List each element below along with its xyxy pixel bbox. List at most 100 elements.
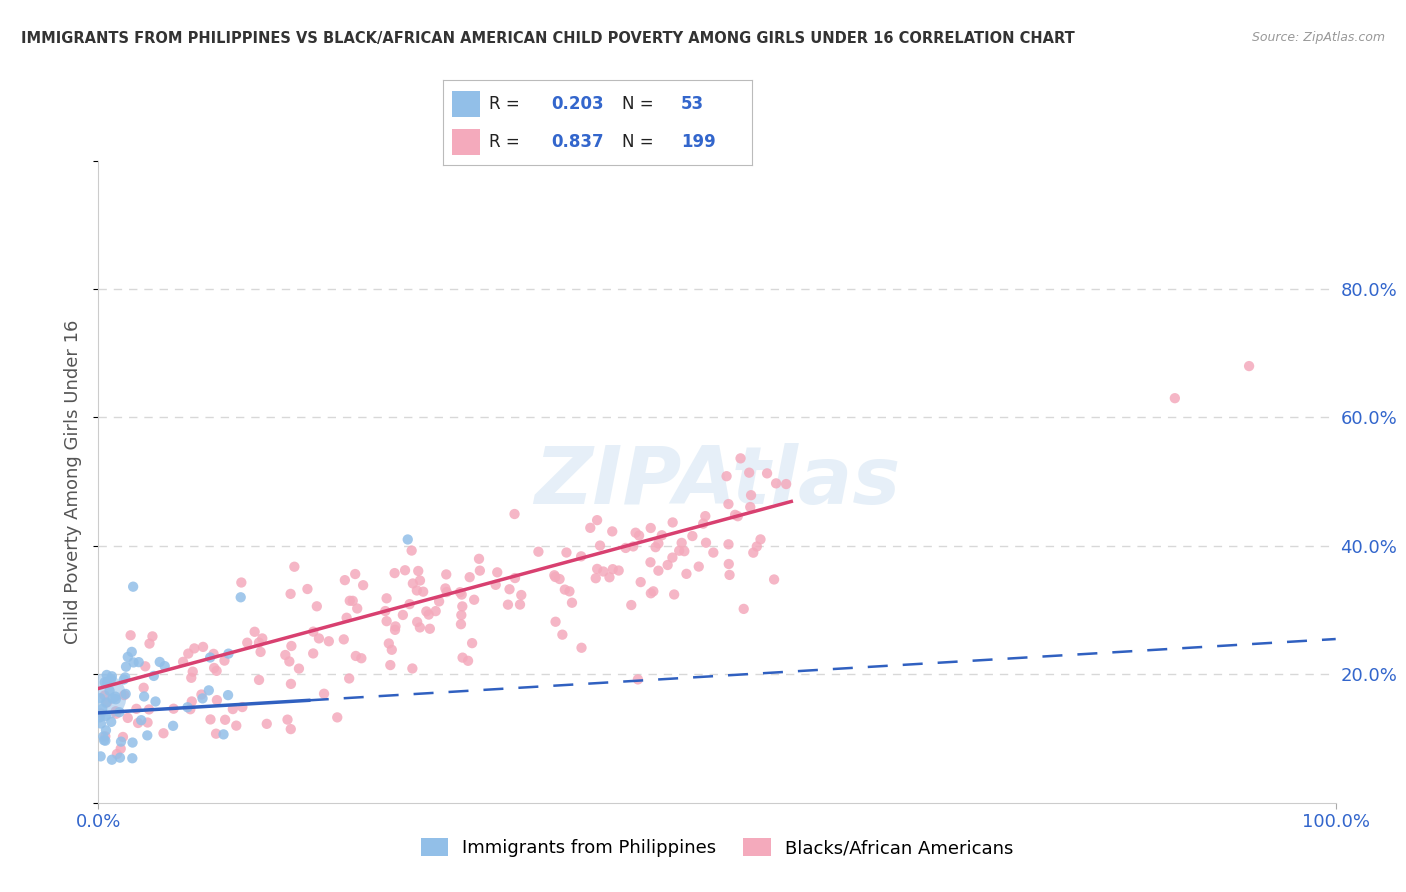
Point <box>451 650 474 665</box>
Point <box>350 651 373 665</box>
Point <box>427 594 450 608</box>
Point <box>136 715 159 730</box>
Point <box>406 564 429 578</box>
Point <box>643 584 665 599</box>
Point <box>401 543 423 558</box>
Point <box>202 661 225 675</box>
Point <box>302 624 325 639</box>
Point <box>344 648 367 663</box>
Point <box>205 727 228 741</box>
Point <box>247 673 270 687</box>
Point <box>627 673 650 687</box>
Point <box>375 614 398 628</box>
Point <box>337 672 360 686</box>
Point <box>461 636 484 650</box>
Point <box>620 598 643 612</box>
Point <box>93 733 115 747</box>
Point <box>600 524 623 539</box>
Point <box>96 695 118 709</box>
Point <box>544 570 567 584</box>
Point <box>558 584 581 599</box>
Point <box>647 564 669 578</box>
Point <box>457 654 479 668</box>
Point <box>283 559 305 574</box>
Point <box>418 607 440 622</box>
Point <box>346 601 368 615</box>
Point <box>409 620 432 634</box>
Point <box>405 583 427 598</box>
Point <box>89 710 111 724</box>
Point <box>668 543 690 558</box>
Point <box>280 722 302 736</box>
Point <box>450 608 472 623</box>
Point <box>190 688 212 702</box>
Point <box>449 585 471 599</box>
Point <box>717 537 740 551</box>
Point <box>100 672 122 686</box>
Point <box>94 723 117 738</box>
Point <box>468 551 491 566</box>
Point <box>640 555 662 569</box>
Text: 0.837: 0.837 <box>551 133 603 151</box>
Point <box>134 659 156 673</box>
Point <box>136 728 159 742</box>
Point <box>662 587 685 601</box>
Point <box>112 688 135 702</box>
Point <box>745 540 768 554</box>
Point <box>401 661 423 675</box>
Point <box>198 650 221 665</box>
Point <box>384 619 406 633</box>
Point <box>614 541 637 555</box>
Text: Source: ZipAtlas.com: Source: ZipAtlas.com <box>1251 31 1385 45</box>
Point <box>132 681 155 695</box>
Point <box>589 539 612 553</box>
Text: R =: R = <box>489 133 526 151</box>
Point <box>198 683 221 698</box>
Point <box>176 700 198 714</box>
Point <box>134 690 156 704</box>
Point <box>661 550 683 565</box>
Point <box>108 705 131 719</box>
Point <box>717 497 740 511</box>
Point <box>191 640 214 654</box>
Point <box>695 535 717 549</box>
Point <box>702 545 724 559</box>
Point <box>100 714 122 729</box>
Point <box>651 528 673 542</box>
Point <box>727 509 749 524</box>
Point <box>217 647 239 661</box>
Point <box>115 659 138 673</box>
Point <box>236 635 259 649</box>
Point <box>695 509 717 524</box>
Point <box>571 640 593 655</box>
Point <box>104 704 127 718</box>
Point <box>624 525 647 540</box>
Point <box>308 632 330 646</box>
Point <box>402 576 425 591</box>
Point <box>509 598 531 612</box>
Text: N =: N = <box>623 95 659 113</box>
Point <box>229 591 252 605</box>
Point <box>749 533 772 547</box>
Point <box>177 647 200 661</box>
Point <box>378 636 401 650</box>
Point <box>555 545 578 559</box>
Point <box>527 544 550 558</box>
Point <box>249 645 271 659</box>
Point <box>202 647 225 661</box>
Point <box>647 536 669 550</box>
Point <box>543 568 565 582</box>
Point <box>94 729 117 743</box>
Point <box>94 733 117 747</box>
Point <box>231 700 253 714</box>
Point <box>392 607 415 622</box>
Point <box>380 658 402 673</box>
Bar <box>453 129 479 155</box>
Text: N =: N = <box>623 133 659 151</box>
Point <box>607 564 630 578</box>
Point <box>425 604 447 618</box>
Point <box>498 582 520 597</box>
Point <box>434 582 457 596</box>
Point <box>122 656 145 670</box>
Y-axis label: Child Poverty Among Girls Under 16: Child Poverty Among Girls Under 16 <box>65 319 83 644</box>
